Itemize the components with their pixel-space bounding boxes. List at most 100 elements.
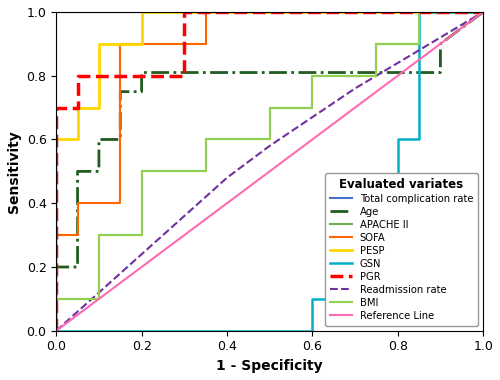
BMI — [480, 10, 486, 14]
Y-axis label: Sensitivity: Sensitivity — [7, 130, 21, 213]
Age — [438, 70, 444, 75]
Age — [96, 169, 102, 174]
APACHE II — [266, 105, 272, 110]
Line: Age: Age — [56, 12, 483, 331]
Line: BMI: BMI — [56, 12, 483, 331]
SOFA — [480, 10, 486, 14]
GSN — [416, 137, 422, 142]
Age — [118, 89, 124, 94]
GSN — [416, 10, 422, 14]
Readmission rate — [74, 309, 80, 314]
APACHE II — [202, 137, 208, 142]
Line: PGR: PGR — [56, 12, 483, 331]
GSN — [330, 265, 336, 269]
BMI — [202, 169, 208, 174]
Readmission rate — [202, 195, 208, 199]
Readmission rate — [118, 271, 124, 276]
BMI — [416, 10, 422, 14]
PESP — [74, 105, 80, 110]
GSN — [394, 137, 400, 142]
PESP — [96, 105, 102, 110]
BMI — [202, 137, 208, 142]
PESP — [96, 41, 102, 46]
SOFA — [202, 41, 208, 46]
PESP — [138, 41, 144, 46]
Readmission rate — [480, 10, 486, 14]
X-axis label: 1 - Specificity: 1 - Specificity — [216, 359, 323, 373]
Age — [138, 70, 144, 75]
BMI — [138, 233, 144, 238]
Age — [53, 265, 59, 269]
APACHE II — [374, 73, 380, 78]
GSN — [480, 10, 486, 14]
Line: SOFA: SOFA — [56, 12, 483, 331]
GSN — [53, 328, 59, 333]
BMI — [96, 297, 102, 301]
Age — [74, 169, 80, 174]
PGR — [74, 105, 80, 110]
APACHE II — [138, 169, 144, 174]
Readmission rate — [160, 233, 166, 238]
Age — [480, 10, 486, 14]
APACHE II — [416, 10, 422, 14]
Line: GSN: GSN — [56, 12, 483, 331]
APACHE II — [310, 105, 316, 110]
PESP — [480, 10, 486, 14]
PGR — [53, 105, 59, 110]
PGR — [53, 137, 59, 142]
SOFA — [53, 233, 59, 238]
SOFA — [266, 10, 272, 14]
SOFA — [118, 201, 124, 206]
PGR — [74, 73, 80, 78]
Age — [96, 137, 102, 142]
Readmission rate — [352, 86, 358, 91]
GSN — [352, 233, 358, 238]
Age — [74, 265, 80, 269]
Readmission rate — [96, 290, 102, 295]
BMI — [138, 169, 144, 174]
Age — [138, 89, 144, 94]
Readmission rate — [310, 115, 316, 119]
Readmission rate — [53, 328, 59, 333]
APACHE II — [266, 137, 272, 142]
APACHE II — [96, 233, 102, 238]
Total complication rate — [74, 10, 80, 14]
PESP — [53, 137, 59, 142]
BMI — [310, 73, 316, 78]
APACHE II — [138, 233, 144, 238]
APACHE II — [96, 297, 102, 301]
APACHE II — [416, 41, 422, 46]
SOFA — [74, 201, 80, 206]
Readmission rate — [438, 35, 444, 40]
BMI — [374, 73, 380, 78]
Total complication rate — [53, 328, 59, 333]
BMI — [266, 137, 272, 142]
PGR — [182, 73, 188, 78]
BMI — [310, 105, 316, 110]
PGR — [53, 328, 59, 333]
BMI — [266, 105, 272, 110]
APACHE II — [310, 73, 316, 78]
Readmission rate — [138, 252, 144, 257]
APACHE II — [53, 297, 59, 301]
Readmission rate — [266, 144, 272, 148]
PGR — [480, 10, 486, 14]
APACHE II — [202, 169, 208, 174]
Legend: Total complication rate, Age, APACHE II, SOFA, PESP, GSN, PGR, Readmission rate,: Total complication rate, Age, APACHE II,… — [324, 173, 478, 326]
BMI — [53, 297, 59, 301]
Age — [438, 41, 444, 46]
Age — [118, 137, 124, 142]
GSN — [53, 328, 59, 333]
GSN — [394, 233, 400, 238]
GSN — [352, 265, 358, 269]
APACHE II — [53, 328, 59, 333]
APACHE II — [374, 41, 380, 46]
Total complication rate — [53, 10, 59, 14]
Line: PESP: PESP — [56, 12, 483, 331]
SOFA — [53, 328, 59, 333]
Line: APACHE II: APACHE II — [56, 12, 483, 331]
GSN — [310, 328, 316, 333]
BMI — [53, 328, 59, 333]
BMI — [416, 41, 422, 46]
Total complication rate — [480, 10, 486, 14]
